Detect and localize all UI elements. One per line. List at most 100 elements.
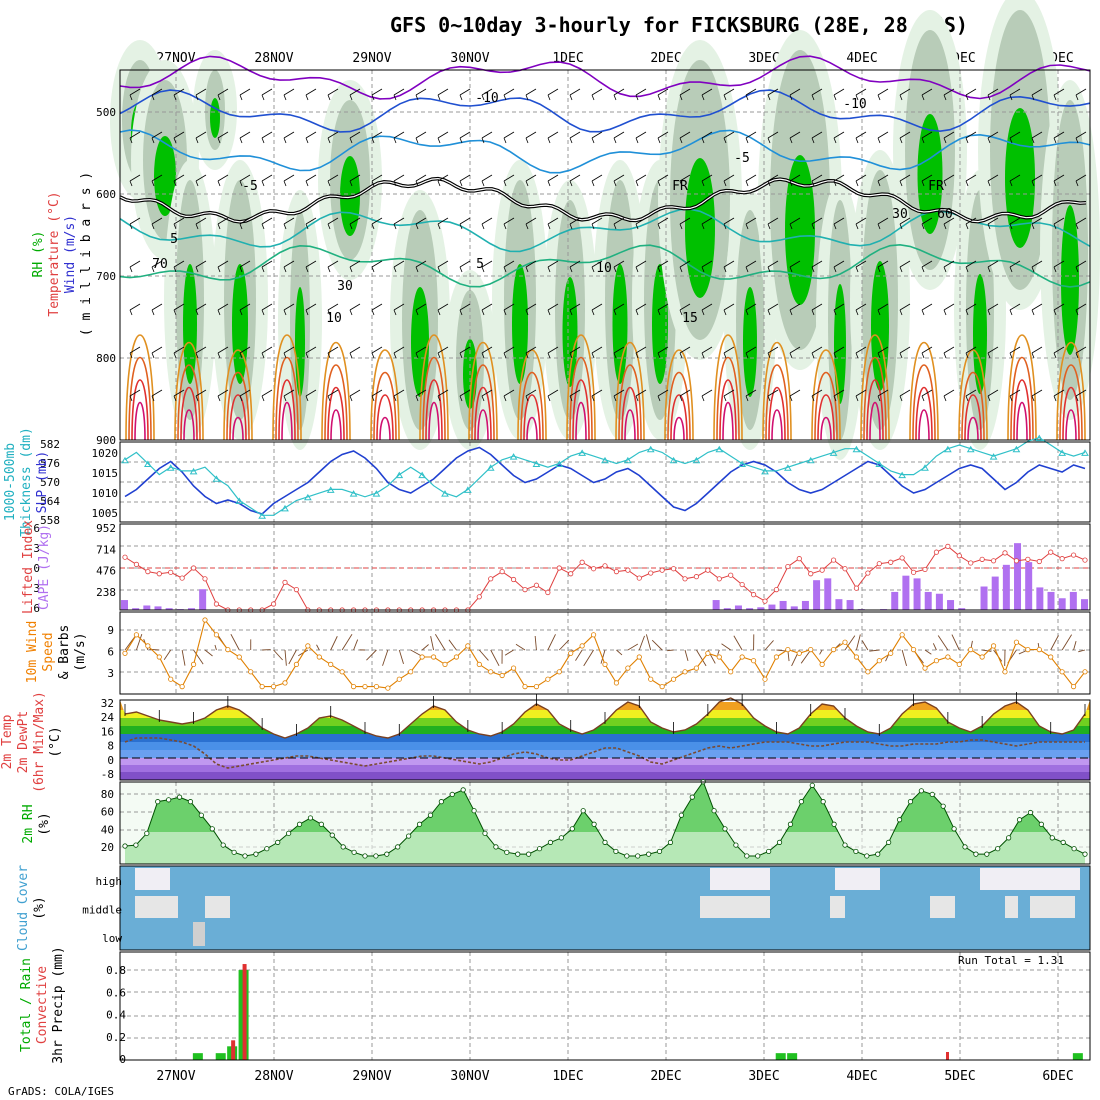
warm-temperature-contour bbox=[428, 402, 440, 441]
rh2m-marker bbox=[362, 853, 368, 859]
wind-barb bbox=[613, 303, 625, 311]
precip-convective-bar bbox=[242, 964, 247, 1060]
wind-speed-marker bbox=[533, 683, 540, 690]
wind-barb-flag bbox=[459, 309, 463, 316]
wind-barb-flag bbox=[657, 266, 661, 273]
rh2m-marker bbox=[613, 848, 619, 855]
thickness-marker bbox=[418, 471, 427, 479]
rh2m-marker bbox=[646, 851, 652, 857]
wind-barb bbox=[1009, 174, 1021, 182]
panel-axis-label: Thickness (dm) bbox=[19, 427, 34, 537]
wind-barb-flag bbox=[393, 352, 397, 359]
wind-barb bbox=[349, 389, 361, 397]
wind-barb bbox=[745, 131, 757, 139]
wind-barb bbox=[1075, 131, 1087, 139]
wind-barb bbox=[503, 174, 515, 182]
wind-barb bbox=[129, 389, 141, 397]
wind-barb-flag bbox=[701, 352, 705, 359]
lifted-index-marker bbox=[1002, 550, 1008, 556]
wind-barb-flag bbox=[327, 180, 331, 187]
wind-barb bbox=[833, 346, 845, 354]
wind-barb-flag bbox=[481, 395, 485, 402]
thickness-marker bbox=[692, 456, 701, 464]
wind-speed-marker bbox=[602, 661, 608, 668]
thickness-marker bbox=[372, 490, 381, 497]
wind-barb-flag bbox=[987, 94, 991, 101]
lifted-index-marker bbox=[533, 582, 540, 588]
wind-barb bbox=[1009, 217, 1021, 225]
wind-barb bbox=[173, 88, 185, 96]
wind-speed-marker bbox=[830, 646, 837, 653]
wind-barb-flag bbox=[239, 137, 243, 144]
wind-barb bbox=[943, 131, 955, 139]
wind-barb-flag bbox=[965, 266, 969, 273]
wind-barb-flag bbox=[943, 309, 947, 316]
y-tick-label: 16 bbox=[101, 725, 114, 738]
wind-barb-flag bbox=[173, 309, 177, 316]
wind-barb-flag bbox=[965, 94, 969, 101]
cloud-mid-fill bbox=[700, 896, 770, 918]
wind-barb-flag bbox=[547, 223, 551, 230]
wind-barb-flag bbox=[371, 266, 375, 273]
warm-temperature-contour bbox=[860, 334, 890, 441]
wind-barb bbox=[1053, 389, 1065, 397]
wind-barb bbox=[701, 174, 713, 182]
wind-barb bbox=[349, 88, 361, 96]
thickness-marker bbox=[486, 464, 495, 471]
panel-frame bbox=[119, 865, 1091, 951]
wind-barb-flag bbox=[701, 223, 705, 230]
wind-barb-flag bbox=[129, 395, 133, 402]
wind-barb-10m bbox=[733, 635, 743, 651]
wind-barb-flag bbox=[173, 180, 177, 187]
wind-barb bbox=[261, 88, 273, 96]
rh-fill-high bbox=[512, 264, 528, 384]
wind-barb-flag bbox=[569, 223, 573, 230]
wind-barb-flag bbox=[393, 180, 397, 187]
rh2m-marker bbox=[416, 821, 423, 827]
wind-barb-flag bbox=[789, 223, 793, 230]
date-label-top: 3DEC bbox=[748, 51, 779, 66]
wind-barb-flag bbox=[811, 94, 815, 101]
wind-barb bbox=[1075, 88, 1087, 96]
panel-axis-label: Convective bbox=[35, 966, 50, 1044]
warm-temperature-contour bbox=[517, 349, 547, 441]
rh2m-marker bbox=[329, 832, 335, 838]
contour-label: 10 bbox=[596, 261, 612, 276]
warm-temperature-contour bbox=[177, 364, 201, 441]
wind-barb bbox=[217, 303, 229, 311]
temperature-contour bbox=[119, 129, 1091, 174]
wind-barb-flag bbox=[943, 223, 947, 230]
wind-barb bbox=[525, 131, 537, 139]
wind-barb-flag bbox=[833, 94, 837, 101]
wind-barb bbox=[657, 174, 669, 182]
contour-label: -10 bbox=[843, 97, 866, 112]
wind-barb-flag bbox=[371, 395, 375, 402]
warm-temperature-contour bbox=[422, 356, 446, 441]
wind-barb bbox=[1031, 303, 1043, 311]
wind-barb-10m bbox=[717, 649, 720, 655]
wind-barb-10m bbox=[1061, 634, 1073, 651]
wind-barb-flag bbox=[679, 180, 683, 187]
y-tick-label: 80 bbox=[101, 788, 114, 801]
wind-barb-flag bbox=[393, 223, 397, 230]
wind-barb-flag bbox=[371, 352, 375, 359]
wind-barb bbox=[217, 131, 229, 139]
wind-barb bbox=[371, 174, 383, 182]
wind-barb-flag bbox=[525, 180, 529, 187]
date-label-bottom: 28NOV bbox=[254, 1069, 293, 1084]
wind-barb bbox=[833, 217, 845, 225]
contour-label: -5 bbox=[242, 179, 258, 194]
wind-barb-flag bbox=[239, 395, 243, 402]
wind-speed-marker bbox=[590, 632, 597, 638]
wind-barb-flag bbox=[635, 352, 639, 359]
precip-convective-bar bbox=[231, 1040, 236, 1060]
rh2m-marker bbox=[1060, 839, 1066, 845]
wind-barb bbox=[745, 389, 757, 397]
wind-barb-flag bbox=[987, 223, 991, 230]
wind-barb-flag bbox=[1053, 352, 1057, 359]
cape-bar bbox=[801, 600, 809, 610]
wind-barb-flag bbox=[129, 180, 133, 187]
warm-temperature-contour bbox=[569, 356, 593, 441]
wind-barb-flag bbox=[679, 137, 683, 144]
wind-barb bbox=[239, 346, 251, 354]
